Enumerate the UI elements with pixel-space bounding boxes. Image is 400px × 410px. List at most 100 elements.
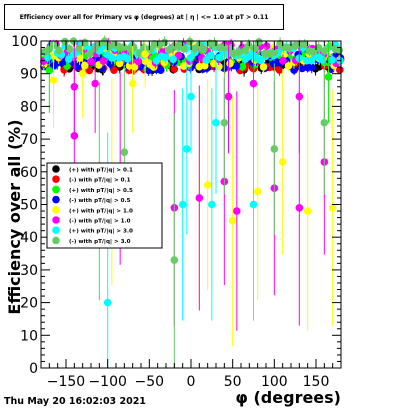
data-point bbox=[85, 50, 94, 58]
y-tick-label: 70 bbox=[20, 132, 38, 148]
data-point bbox=[141, 50, 149, 58]
legend-label: (-) with pT/|q| > 3.0 bbox=[69, 239, 131, 245]
legend-marker bbox=[52, 175, 60, 183]
data-point bbox=[249, 200, 258, 209]
data-point bbox=[134, 57, 143, 66]
x-tick-label: 0 bbox=[187, 374, 196, 390]
data-point bbox=[146, 45, 154, 53]
data-point bbox=[238, 62, 247, 71]
data-point bbox=[284, 62, 293, 70]
data-point bbox=[279, 56, 287, 65]
legend-label: (+) with pT/|q| > 1.0 bbox=[69, 208, 133, 214]
data-point bbox=[259, 63, 268, 71]
data-point bbox=[318, 55, 327, 64]
data-point bbox=[328, 203, 337, 212]
data-point bbox=[234, 48, 243, 56]
data-point bbox=[207, 51, 215, 60]
legend-marker bbox=[52, 206, 60, 214]
legend-label: (+) with pT/|q| > 0.5 bbox=[69, 188, 133, 194]
data-point bbox=[328, 56, 336, 64]
data-point bbox=[275, 66, 284, 74]
x-tick-label: 50 bbox=[224, 374, 242, 390]
data-point bbox=[241, 46, 249, 55]
data-point bbox=[203, 181, 212, 189]
data-point bbox=[212, 118, 220, 127]
data-point bbox=[123, 55, 132, 63]
chart-title: Efficiency over all for Primary vs φ (de… bbox=[19, 13, 269, 21]
data-point bbox=[315, 63, 323, 71]
legend-marker bbox=[52, 226, 60, 234]
data-point bbox=[253, 187, 262, 196]
data-point bbox=[215, 62, 223, 71]
footer-date: Thu May 20 16:02:03 2021 bbox=[4, 396, 146, 407]
x-tick-label: −50 bbox=[135, 374, 165, 390]
data-point bbox=[152, 56, 161, 65]
data-point bbox=[61, 37, 69, 46]
data-point bbox=[295, 203, 304, 212]
chart-title-box: Efficiency over all for Primary vs φ (de… bbox=[4, 4, 284, 30]
data-point bbox=[270, 48, 279, 57]
data-point bbox=[232, 62, 241, 70]
data-point bbox=[160, 38, 169, 47]
axes-layer: −150 −100 −50 0 50 100 150 0 10 20 30 40 50 60 70 80 90 1… bbox=[11, 34, 342, 390]
data-point bbox=[75, 54, 84, 63]
data-point bbox=[195, 194, 204, 202]
data-point bbox=[129, 43, 138, 52]
data-point bbox=[64, 55, 73, 63]
data-point bbox=[320, 118, 329, 127]
data-point bbox=[75, 44, 83, 53]
data-point bbox=[228, 217, 237, 225]
data-point bbox=[300, 40, 309, 49]
data-point bbox=[220, 118, 229, 127]
data-point bbox=[202, 56, 211, 64]
y-tick-label: 80 bbox=[20, 99, 38, 115]
data-point bbox=[85, 66, 94, 75]
data-point bbox=[309, 47, 318, 56]
data-point bbox=[186, 37, 194, 46]
legend-label: (-) with pT/|q| > 1.0 bbox=[69, 219, 131, 225]
x-tick-label: 150 bbox=[303, 374, 330, 390]
legend-label: (+) with pT/|q| > 3.0 bbox=[69, 229, 133, 235]
data-point bbox=[199, 45, 208, 54]
legend-marker bbox=[52, 195, 60, 204]
series-outliers-6 bbox=[103, 41, 258, 368]
data-point bbox=[278, 158, 287, 166]
data-point bbox=[187, 92, 195, 101]
data-point bbox=[183, 145, 191, 153]
data-point bbox=[135, 49, 144, 58]
legend: (+) with pT/|q| > 0.1 (-) with pT/|q| > 0… bbox=[46, 162, 163, 249]
data-point bbox=[115, 59, 124, 68]
series-outliers-2 bbox=[45, 41, 333, 123]
data-point bbox=[170, 256, 179, 264]
data-point bbox=[99, 57, 108, 65]
data-point bbox=[91, 79, 99, 88]
legend-label: (-) with pT/|q| > 0.5 bbox=[69, 198, 131, 204]
data-point bbox=[128, 79, 137, 88]
x-axis-label: φ (degrees) bbox=[235, 388, 341, 407]
data-point bbox=[70, 132, 79, 140]
data-point bbox=[140, 43, 148, 52]
data-point bbox=[200, 61, 209, 70]
y-tick-label: 60 bbox=[20, 165, 38, 181]
data-point bbox=[290, 66, 298, 74]
data-point bbox=[169, 55, 177, 64]
data-point bbox=[119, 43, 128, 51]
legend-label: (+) with pT/|q| > 0.1 bbox=[69, 168, 133, 174]
data-point bbox=[120, 148, 129, 156]
legend-label: (-) with pT/|q| > 0.1 bbox=[69, 178, 131, 184]
legend-marker bbox=[52, 185, 60, 194]
data-point bbox=[55, 46, 63, 55]
data-point bbox=[180, 44, 188, 53]
data-point bbox=[320, 47, 329, 55]
data-point bbox=[65, 45, 74, 53]
y-tick-label: 40 bbox=[20, 230, 38, 246]
data-point bbox=[307, 63, 316, 71]
data-point bbox=[336, 66, 344, 74]
y-tick-label: 50 bbox=[20, 198, 38, 214]
data-point bbox=[255, 38, 263, 46]
y-tick-label: 0 bbox=[29, 361, 38, 377]
data-point bbox=[270, 145, 279, 153]
data-point bbox=[226, 59, 234, 68]
data-point bbox=[90, 45, 99, 53]
